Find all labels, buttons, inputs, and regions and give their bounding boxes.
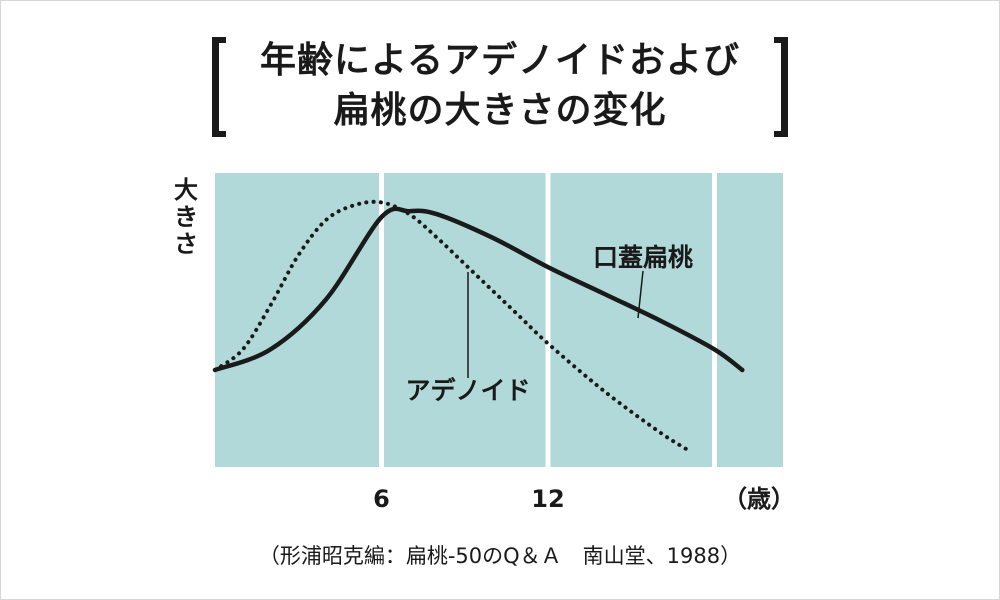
y-axis-label-char: さ (174, 230, 198, 258)
y-axis-label-char: き (174, 203, 198, 231)
x-tick-label-0: 6 (373, 485, 390, 513)
series-label-0: 口蓋扁桃 (593, 243, 693, 272)
leader-line-0 (637, 270, 644, 319)
plot-background (215, 173, 783, 467)
title-bracket-right (774, 37, 788, 137)
series-line-1 (213, 199, 689, 452)
title-line-2: 扁桃の大きさの変化 (333, 90, 667, 131)
series-line-0 (212, 206, 745, 373)
source-citation: （形浦昭克編：扁桃-50のQ＆Ａ 南山堂、1988） (258, 544, 742, 568)
series-label-1: アデノイド (405, 376, 530, 405)
title-line-1: 年齢によるアデノイドおよび (260, 40, 740, 81)
title-bracket-left (212, 37, 226, 137)
chart-title: 年齢によるアデノイドおよび 扁桃の大きさの変化 (232, 36, 768, 136)
x-axis-label: （歳） (723, 485, 795, 513)
y-axis-label-char: 大 (174, 176, 198, 204)
x-tick-label-1: 12 (531, 485, 564, 513)
y-axis-label: 大きさ (174, 176, 198, 258)
